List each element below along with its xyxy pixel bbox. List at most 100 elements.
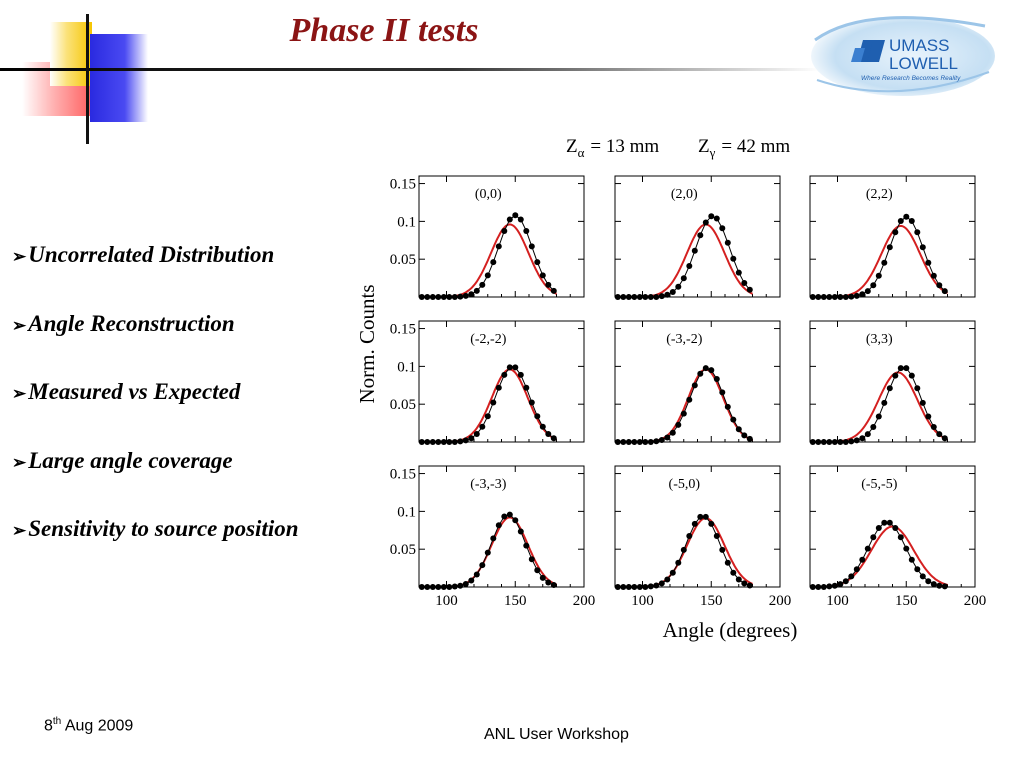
measured-point xyxy=(625,439,632,445)
measured-point xyxy=(523,384,530,391)
measured-point xyxy=(886,519,893,526)
panel-label: (2,2) xyxy=(866,187,893,202)
measured-point xyxy=(490,259,497,266)
measured-point xyxy=(479,281,486,288)
measured-point xyxy=(506,364,513,371)
measured-point xyxy=(495,522,502,529)
corner-decoration-blue xyxy=(90,34,148,122)
measured-point xyxy=(429,584,436,590)
measured-point xyxy=(746,582,753,589)
measured-point xyxy=(919,399,926,406)
measured-point xyxy=(936,431,943,438)
measured-point xyxy=(936,282,943,289)
measured-point xyxy=(848,438,855,445)
measured-point xyxy=(528,556,535,563)
measured-point xyxy=(539,272,546,279)
measured-point xyxy=(512,212,519,219)
measured-point xyxy=(859,556,866,563)
measured-point xyxy=(842,578,849,585)
x-tick-label: 200 xyxy=(964,593,987,609)
y-tick-label: 0.1 xyxy=(397,504,416,520)
measured-point xyxy=(735,269,742,276)
measured-point xyxy=(435,584,442,590)
chart-panel: 0.05 0.1 0.15 100 150 200 (-3,-3) xyxy=(390,465,596,609)
y-tick-label: 0.05 xyxy=(390,252,416,268)
panel-label: (-5,-5) xyxy=(861,477,897,492)
measured-point xyxy=(451,583,458,590)
measured-point xyxy=(620,439,627,445)
measured-point xyxy=(719,225,726,232)
measured-point xyxy=(418,294,425,300)
measured-point xyxy=(864,545,871,552)
measured-point xyxy=(462,292,469,299)
measured-point xyxy=(669,429,676,436)
x-tick-label: 200 xyxy=(573,593,596,609)
chart-panel: 100 150 200 (-5,-5) xyxy=(809,465,987,609)
measured-point xyxy=(809,584,816,590)
x-axis-label: Angle (degrees) xyxy=(663,618,798,642)
measured-point xyxy=(930,581,937,588)
measured-point xyxy=(941,288,948,295)
x-tick-label: 100 xyxy=(631,593,654,609)
measured-point xyxy=(506,216,513,223)
measured-point xyxy=(746,435,753,442)
panel-label: (2,0) xyxy=(671,187,698,202)
measured-point xyxy=(468,291,475,298)
measured-point xyxy=(735,576,742,583)
measured-point xyxy=(809,439,816,445)
measured-point xyxy=(925,413,932,420)
measured-point xyxy=(826,583,833,590)
measured-point xyxy=(831,582,838,589)
measured-point xyxy=(653,582,660,589)
expected-curve xyxy=(615,368,753,443)
measured-point xyxy=(892,525,899,531)
measured-point xyxy=(930,272,937,279)
measured-point xyxy=(730,255,737,262)
measured-point xyxy=(697,513,704,520)
measured-point xyxy=(837,294,844,300)
measured-point xyxy=(892,372,899,379)
measured-point xyxy=(620,294,627,300)
measured-point xyxy=(446,439,453,445)
chart-panel: 0.05 0.1 0.15 (-2,-2) xyxy=(390,320,585,445)
measured-point xyxy=(724,559,731,566)
measured-point xyxy=(446,584,453,590)
measured-point xyxy=(941,435,948,442)
slide-title: Phase II tests xyxy=(289,12,479,49)
measured-point xyxy=(539,423,546,430)
measured-point xyxy=(842,294,849,300)
bullet-list: ➢Uncorrelated Distribution ➢Angle Recons… xyxy=(12,242,299,585)
measured-point xyxy=(534,413,541,420)
bullet-item: ➢Large angle coverage xyxy=(12,448,299,517)
measured-point xyxy=(545,281,552,288)
measured-point xyxy=(484,272,491,279)
angle-distribution-figure: Zα = 13 mm Zγ = 42 mm Norm. Counts Angle (… xyxy=(355,136,987,642)
measured-point xyxy=(686,263,693,269)
measured-point xyxy=(853,437,860,444)
measured-point xyxy=(545,579,552,586)
measured-point xyxy=(897,218,904,224)
measured-point xyxy=(664,291,671,298)
measured-point xyxy=(658,437,665,443)
measured-point xyxy=(418,584,425,590)
measured-point xyxy=(636,584,643,590)
measured-point xyxy=(658,580,665,587)
measured-point xyxy=(853,292,860,299)
measured-point xyxy=(842,439,849,445)
measured-point xyxy=(886,385,893,392)
measured-point xyxy=(550,435,557,442)
measured-point xyxy=(658,293,665,300)
measured-point xyxy=(675,283,682,290)
chart-panel: 100 150 200 (-5,0) xyxy=(614,465,791,609)
panel-label: (0,0) xyxy=(475,187,502,202)
title-rule-line xyxy=(0,68,820,71)
measured-point xyxy=(914,566,921,573)
measured-point xyxy=(424,439,431,445)
y-axis-label: Norm. Counts xyxy=(355,284,379,403)
measured-point xyxy=(848,573,855,580)
expected-curve xyxy=(419,368,557,443)
footer-date: 8th Aug 2009 xyxy=(44,716,134,735)
measured-point xyxy=(820,439,827,445)
measured-point xyxy=(501,371,508,378)
measured-point xyxy=(697,370,704,377)
